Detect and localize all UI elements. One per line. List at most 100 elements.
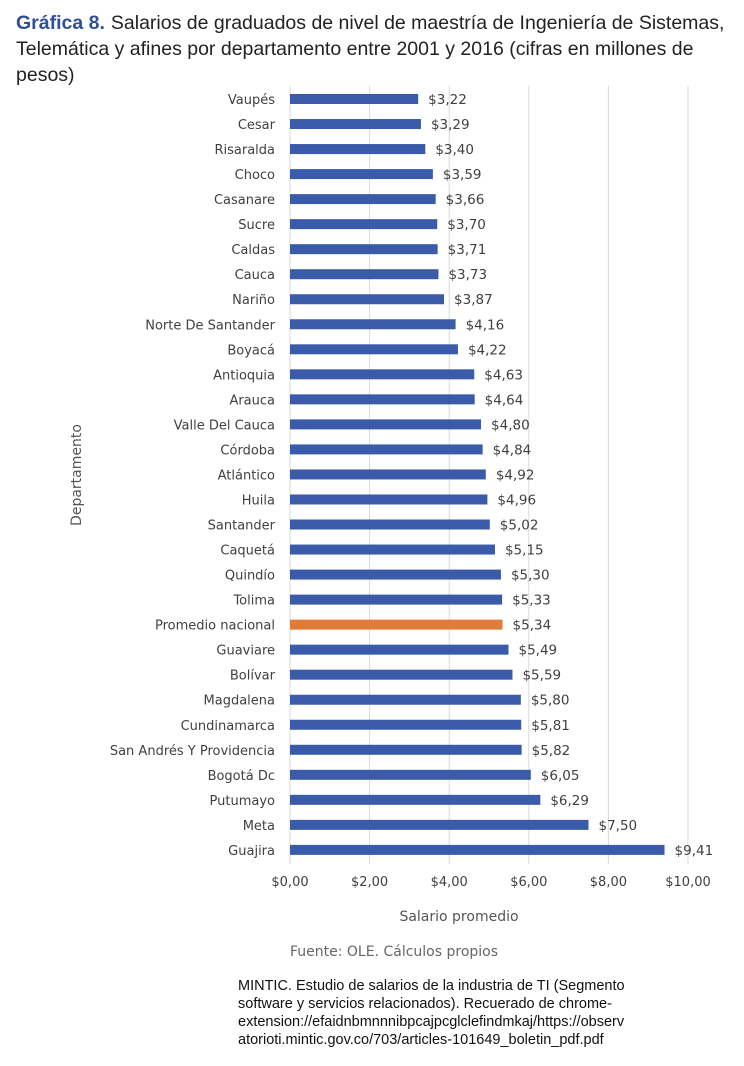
- category-label: Bolívar: [230, 669, 276, 684]
- bar: [290, 544, 495, 555]
- category-label: Putumayo: [210, 794, 276, 809]
- category-label: Meta: [243, 819, 275, 834]
- category-label: Promedio nacional: [155, 619, 275, 634]
- title-line-2: Telemática y afines por departamento ent…: [16, 38, 694, 86]
- category-label: San Andrés Y Providencia: [110, 744, 275, 759]
- category-label: Córdoba: [220, 443, 275, 458]
- bar: [290, 794, 541, 805]
- bar: [290, 319, 456, 330]
- x-tick-label: $0,00: [271, 875, 308, 890]
- citation: MINTIC. Estudio de salarios de la indust…: [238, 977, 678, 1049]
- bar: [290, 644, 509, 655]
- value-label: $9,41: [675, 843, 714, 859]
- bar: [290, 669, 513, 680]
- bar: [290, 694, 521, 705]
- bar: [290, 519, 490, 530]
- value-label: $4,16: [466, 317, 505, 333]
- value-label: $5,30: [511, 568, 550, 584]
- citation-line-2: software y servicios relacionados). Recu…: [238, 996, 612, 1012]
- category-label: Antioquia: [213, 368, 275, 383]
- value-label: $3,29: [431, 117, 470, 133]
- value-label: $5,80: [531, 693, 570, 709]
- category-label: Boyacá: [227, 343, 275, 358]
- category-label: Atlántico: [218, 468, 275, 483]
- value-label: $5,34: [513, 618, 552, 634]
- value-label: $6,29: [550, 793, 589, 809]
- bar: [290, 494, 488, 505]
- value-label: $3,22: [428, 92, 467, 108]
- value-label: $4,22: [468, 342, 507, 358]
- citation-line-4: atorioti.mintic.gov.co/703/articles-1016…: [238, 1032, 604, 1048]
- value-label: $4,96: [497, 492, 536, 508]
- value-label: $5,82: [532, 743, 571, 759]
- category-label: Norte De Santander: [145, 318, 275, 333]
- category-label: Casanare: [214, 193, 275, 208]
- category-label: Huila: [242, 493, 275, 508]
- bar: [290, 144, 426, 155]
- citation-line-3: extension://efaidnbmnnnibpcajpcglclefind…: [238, 1014, 625, 1030]
- value-label: $4,64: [485, 392, 524, 408]
- bar: [290, 819, 589, 830]
- value-label: $5,02: [500, 518, 539, 534]
- value-label: $3,70: [447, 217, 486, 233]
- y-axis-title: Departamento: [69, 424, 85, 526]
- bar: [290, 594, 503, 605]
- bar: [290, 769, 531, 780]
- value-label: $4,92: [496, 467, 535, 483]
- category-label: Vaupés: [228, 93, 275, 108]
- bar: [290, 369, 475, 380]
- bar: [290, 844, 665, 855]
- category-label: Caldas: [231, 243, 275, 258]
- category-label: Guajira: [228, 844, 275, 859]
- category-label: Quindío: [225, 569, 275, 584]
- value-label: $7,50: [599, 818, 638, 834]
- category-label: Santander: [208, 519, 276, 534]
- value-label: $3,59: [443, 167, 482, 183]
- value-label: $3,71: [448, 242, 487, 258]
- bar: [290, 719, 522, 730]
- value-label: $5,15: [505, 543, 544, 559]
- category-label: Nariño: [232, 293, 275, 308]
- category-label: Magdalena: [204, 694, 275, 709]
- value-label: $5,81: [531, 718, 570, 734]
- bar: [290, 744, 522, 755]
- bar: [290, 194, 436, 205]
- bar: [290, 94, 419, 104]
- value-label: $4,80: [491, 417, 530, 433]
- value-label: $6,05: [541, 768, 580, 784]
- bar: [290, 119, 421, 130]
- category-label: Bogotá Dc: [208, 769, 275, 784]
- category-label: Cesar: [238, 118, 276, 133]
- bar: [290, 569, 501, 580]
- bar: [290, 419, 482, 430]
- value-label: $4,84: [493, 442, 532, 458]
- x-tick-label: $4,00: [431, 875, 468, 890]
- category-label: Tolima: [232, 594, 275, 609]
- category-label: Cundinamarca: [181, 719, 275, 734]
- bar: [290, 294, 445, 305]
- bar: [290, 269, 439, 280]
- x-tick-label: $2,00: [351, 875, 388, 890]
- category-label: Caquetá: [220, 544, 275, 559]
- bar: [290, 219, 438, 230]
- value-label: $3,66: [446, 192, 485, 208]
- value-label: $3,40: [435, 142, 474, 158]
- bar: [290, 394, 475, 405]
- bar-chart: $0,00 $2,00 $4,00 $6,00 $8,00 $10,00 Vaupés $3,…: [69, 86, 714, 925]
- x-tick-label: $10,00: [665, 875, 711, 890]
- value-label: $4,63: [484, 367, 523, 383]
- value-label: $5,59: [522, 668, 561, 684]
- value-label: $3,73: [448, 267, 487, 283]
- category-label: Sucre: [238, 218, 275, 233]
- bar: [290, 244, 438, 255]
- citation-line-1: MINTIC. Estudio de salarios de la indust…: [238, 978, 625, 994]
- source-note: Fuente: OLE. Cálculos propios: [290, 944, 499, 960]
- title-line-1: Salarios de graduados de nivel de maestr…: [110, 12, 725, 34]
- bar: [290, 169, 433, 180]
- category-label: Guaviare: [216, 644, 275, 659]
- figure-number: Gráfica 8.: [16, 12, 105, 34]
- category-label: Arauca: [229, 393, 275, 408]
- x-tick-label: $6,00: [510, 875, 547, 890]
- bar: [290, 619, 503, 630]
- chart-title: Gráfica 8. Salarios de graduados de nivel…: [16, 10, 736, 88]
